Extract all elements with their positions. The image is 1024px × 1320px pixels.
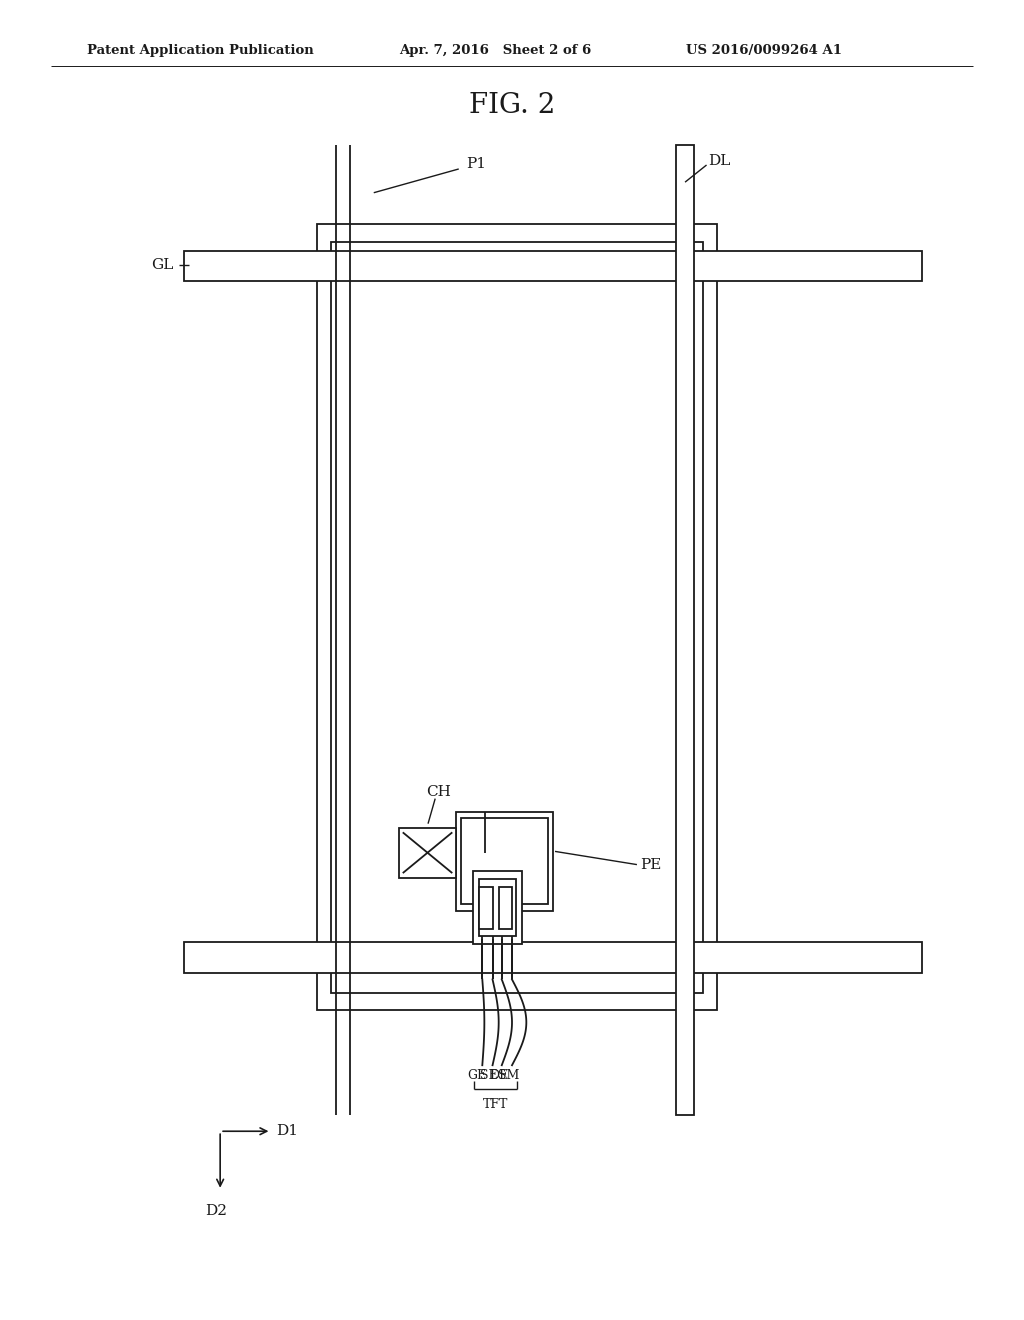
Text: PE: PE <box>640 858 662 871</box>
Bar <box>456 812 553 911</box>
Text: Apr. 7, 2016   Sheet 2 of 6: Apr. 7, 2016 Sheet 2 of 6 <box>399 44 592 57</box>
Text: GE: GE <box>468 1069 486 1082</box>
Bar <box>479 887 493 929</box>
Bar <box>676 145 694 1115</box>
Text: US 2016/0099264 A1: US 2016/0099264 A1 <box>686 44 842 57</box>
Bar <box>479 879 516 936</box>
Bar <box>499 887 512 929</box>
Text: CH: CH <box>426 785 451 799</box>
Text: D2: D2 <box>205 1204 226 1218</box>
Bar <box>331 242 703 993</box>
Text: DE: DE <box>489 1069 508 1082</box>
Text: SE: SE <box>479 1069 498 1082</box>
Text: DL: DL <box>709 154 731 168</box>
Text: GL: GL <box>152 259 174 272</box>
Bar <box>461 818 548 904</box>
Text: FIG. 2: FIG. 2 <box>469 92 555 119</box>
Bar <box>184 251 922 281</box>
Text: Patent Application Publication: Patent Application Publication <box>87 44 313 57</box>
Text: TFT: TFT <box>483 1098 508 1111</box>
Text: SM: SM <box>499 1069 519 1082</box>
Text: D1: D1 <box>276 1125 298 1138</box>
Bar <box>399 828 456 878</box>
Text: P1: P1 <box>466 157 486 170</box>
Bar <box>317 224 717 1010</box>
Bar <box>473 871 522 944</box>
Bar <box>184 942 922 973</box>
